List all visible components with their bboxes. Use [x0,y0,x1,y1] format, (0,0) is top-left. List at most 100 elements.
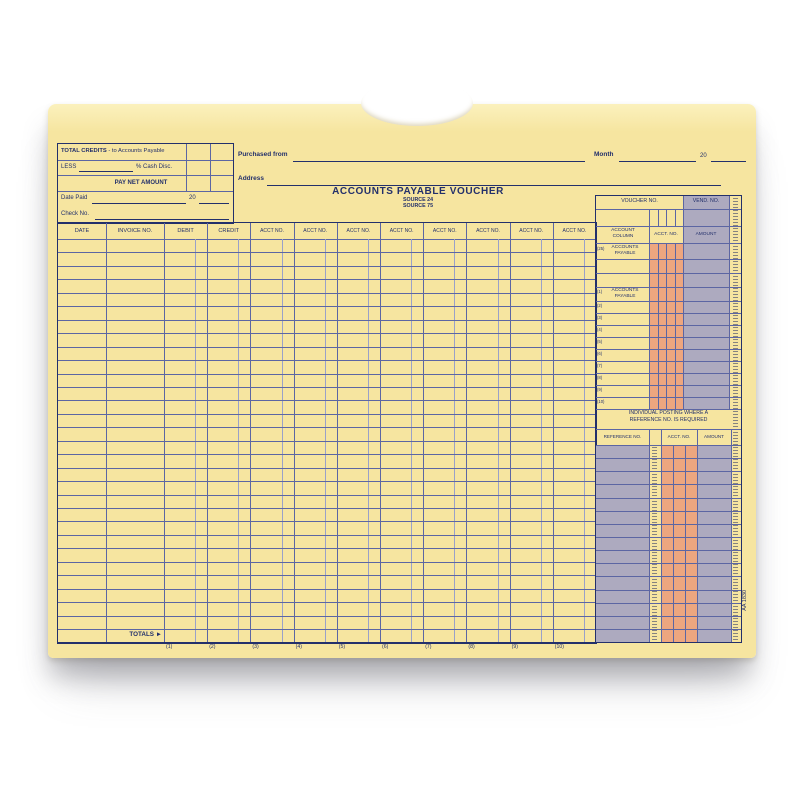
cents-divider-line [238,239,240,642]
grid-row-line [58,279,596,281]
account-row-number-8: (8) [597,375,603,380]
column-line [509,223,511,642]
column-header-6: ACCT NO. [303,227,328,234]
grid-row-line [58,534,596,536]
column-line [164,223,165,642]
purchased-from-writein-line [293,161,585,162]
account-row-number-5: (5) [597,339,603,344]
panel-column-line [661,429,662,642]
panel-column-line [731,429,732,642]
panel-column-line [666,209,667,226]
panel-column-line [674,243,676,409]
panel-row-line [596,243,741,244]
grid-row-line [58,467,596,469]
grid-row-line [58,575,596,577]
column-header-4: CREDIT [218,227,240,234]
grid-row-line [58,413,596,415]
panel-column-line [649,429,650,642]
panel-row-line-lower [596,536,741,538]
cents-divider-line [195,239,197,642]
cash-disc-writein-line [79,171,133,172]
cents-divider-line [583,239,585,642]
panel-row-line-lower [596,628,741,630]
column-line [293,223,295,642]
panel-row-line [596,445,741,446]
column-header-5: ACCT NO. [260,227,284,234]
total-credits-label: TOTAL CREDITS - to Accounts Payable [61,148,164,155]
panel-row-line [596,337,741,338]
less-label: LESS [61,164,77,170]
panel-row-line [596,361,741,362]
panel-row-line [596,226,741,227]
row1-number: (1) [597,289,603,294]
column-header-8: ACCT NO. [389,227,414,234]
check-no-label: Check No. [61,211,90,217]
source-line-2: SOURCE 75 [402,203,434,209]
total-credits-rest: - to Accounts Payable [108,148,165,154]
account-row-number-6: (6) [597,351,603,356]
grid-row-line [58,360,596,361]
column-line [106,223,107,642]
panel-column-line [657,243,659,409]
vend-no-label: VEND. NO. [692,198,720,204]
amount-header-lower: AMOUNT [704,434,724,439]
account-row-number-4: (4) [597,327,603,332]
cents-divider-line [454,239,456,642]
panel-row-line [596,287,741,288]
panel-row-line-lower [596,458,741,460]
grid-row-line [58,508,596,509]
column-line [336,223,338,642]
individual-posting-heading-1: INDIVIDUAL POSTING WHERE A [628,410,709,416]
account-column-label: ACCOUNT COLUMN [611,228,635,239]
column-number-3: (3) [252,644,259,650]
grid-row-line [58,521,596,523]
panel-row-line [596,409,741,410]
panel-row-line [596,325,741,326]
panel-column-line [657,209,659,226]
grid-row-line [58,629,596,630]
address-label: Address [238,175,265,182]
form-number: AA 1830 [742,590,748,611]
total-credits-box: TOTAL CREDITS - to Accounts Payable LESS… [57,143,234,224]
account-row-number-9: (9) [597,387,603,392]
acct-no-shaded-column-lower [661,445,697,642]
column-number-8: (8) [468,644,475,650]
column-header-11: ACCT NO. [519,227,544,234]
thumb-notch [361,80,473,126]
month-year-line [711,161,746,162]
cents-divider-line [324,239,326,642]
cents-divider-line [367,239,369,642]
column-number-4: (4) [295,644,302,650]
panel-row-line [596,259,741,260]
grid-row-line [58,494,596,496]
cents-divider-line [540,239,542,642]
panel-row-line-lower [596,602,741,604]
panel-row-line-lower [596,589,741,591]
form-title: ACCOUNTS PAYABLE VOUCHER [332,186,504,197]
column-header-10: ACCT NO. [476,227,500,234]
account-row-number-7: (7) [597,363,603,368]
column-header-1: DATE [74,227,90,234]
column-header-9: ACCT NO. [432,227,457,234]
grid-row-line [58,481,596,483]
grid-row-line [58,602,596,604]
grid-row-line [58,292,596,294]
voucher-envelope: TOTAL CREDITS - to Accounts Payable LESS… [48,80,756,658]
box-rule [58,175,233,176]
right-tick-strip [733,198,738,640]
grid-row-line [58,306,596,308]
grid-row-line [58,588,596,590]
reference-tick-strip [652,447,657,640]
address-writein-line [267,185,721,186]
panel-row-line-lower [596,497,741,499]
panel-row-line-lower [596,523,741,525]
accounts-payable-label: ACCOUNTS PAYABLE [611,245,639,256]
grid-row-line [58,615,596,617]
month-year: 20 [700,153,707,159]
panel-row-line [596,385,741,386]
grid-row-line [58,346,596,348]
grid-row-line [58,400,596,402]
account-row-number-10: (10) [597,399,605,404]
column-number-10: (10) [554,644,565,650]
column-header-12: ACCT NO. [562,227,587,234]
